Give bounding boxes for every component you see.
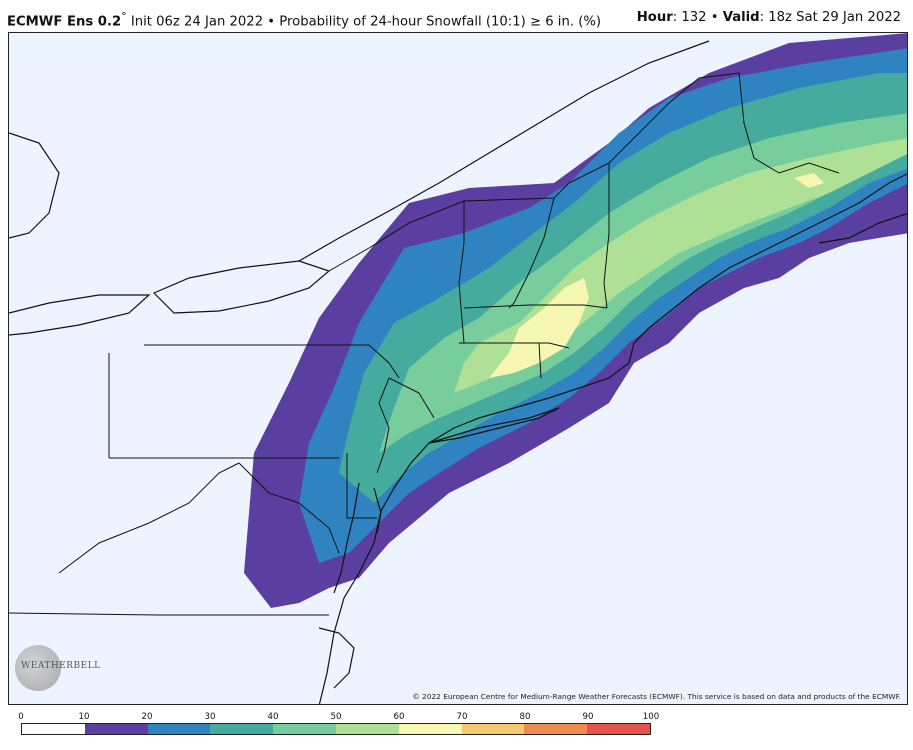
map-panel: WEATHERBELL © 2022 European Centre for M… (8, 32, 908, 705)
legend-color-segment (587, 724, 650, 734)
legend-color-segment (398, 724, 462, 734)
legend-tick-label: 30 (204, 712, 216, 722)
legend-tick-label: 10 (78, 712, 90, 722)
bullet-separator-2: • (710, 10, 719, 25)
legend-tick-label: 80 (519, 712, 531, 722)
us-canada-border (328, 72, 840, 272)
ny-pa-border (144, 344, 400, 379)
st-lawrence (298, 40, 710, 262)
ny-vt-border (458, 201, 465, 344)
init-time: Init 06z 24 Jan 2022 (130, 14, 264, 30)
political-borders (9, 72, 840, 616)
probability-bands (244, 33, 907, 608)
nova-scotia (818, 213, 907, 244)
valid-label: Valid (722, 10, 760, 25)
title-right: Hour: 132 • Valid: 18z Sat 29 Jan 2022 (637, 10, 901, 25)
legend-color-segment (524, 724, 588, 734)
coastline-atlantic (318, 173, 907, 704)
logo-emblem (15, 645, 61, 691)
ct-ri-border (538, 342, 542, 379)
legend-colorbar (21, 723, 651, 735)
copyright-notice: © 2022 European Centre for Medium-Range … (412, 692, 901, 701)
md-de-border (346, 453, 377, 519)
ma-south-border (459, 342, 570, 349)
degree-sign: ° (121, 10, 127, 23)
map-canvas (9, 33, 907, 704)
ma-north-border (463, 304, 608, 309)
legend-tick-label: 70 (456, 712, 468, 722)
georgian-bay (9, 132, 60, 239)
color-legend: 0 10 20 30 40 50 60 70 80 90 100 (18, 712, 659, 750)
delaware-bay (373, 487, 382, 534)
band-60-70-maine (794, 173, 824, 188)
legend-tick-label: 100 (642, 712, 660, 722)
legend-tick-label: 90 (582, 712, 594, 722)
va-md-border (238, 462, 340, 554)
legend-color-segment (335, 724, 399, 734)
vt-nh-border (508, 197, 555, 309)
legend-tick-label: 50 (330, 712, 342, 722)
long-island (428, 407, 560, 444)
legend-color-segment (461, 724, 525, 734)
legend-tick-label: 60 (393, 712, 405, 722)
legend-color-segment (22, 724, 85, 734)
legend-tick-label: 20 (141, 712, 153, 722)
legend-tick-label: 0 (18, 712, 24, 722)
chesapeake-bay (333, 482, 360, 594)
hour-label: Hour (636, 10, 673, 25)
header-bar: ECMWF Ens 0.2° Init 06z 24 Jan 2022 • Pr… (0, 0, 913, 32)
bullet-separator: • (267, 14, 276, 30)
valid-value: : 18z Sat 29 Jan 2022 (759, 10, 901, 25)
nj-pa-border (376, 377, 390, 474)
legend-color-segment (273, 724, 336, 734)
hour-value: : 132 (672, 10, 707, 25)
threshold-text: ≥ 6 in. (%) (529, 14, 602, 30)
legend-color-segment (147, 724, 211, 734)
wv-va-border (58, 462, 240, 574)
map-outlines (9, 40, 907, 704)
weatherbell-logo: WEATHERBELL (15, 645, 100, 691)
legend-ticks: 0 10 20 30 40 50 60 70 80 90 100 (11, 712, 661, 724)
title-left: ECMWF Ens 0.2° Init 06z 24 Jan 2022 • Pr… (7, 10, 601, 29)
va-nc-border (9, 612, 329, 616)
product-name: Probability of 24-hour Snowfall (10:1) (279, 14, 526, 30)
nh-me-border (603, 163, 610, 309)
sounds-nc (318, 627, 355, 689)
legend-tick-label: 40 (267, 712, 279, 722)
legend-color-segment (210, 724, 274, 734)
logo-text: WEATHERBELL (21, 661, 101, 671)
lake-ontario (152, 260, 331, 314)
legend-color-segment (84, 724, 148, 734)
ny-nj-border (388, 377, 435, 419)
model-name: ECMWF Ens 0.2 (7, 14, 122, 30)
lake-erie (9, 294, 151, 336)
band-60-70 (489, 278, 589, 378)
